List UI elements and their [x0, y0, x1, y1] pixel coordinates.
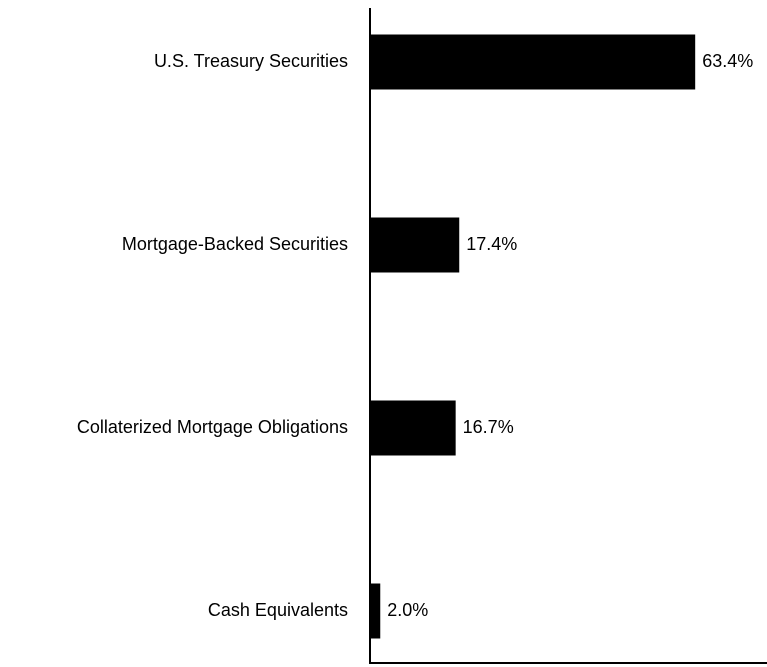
bar [370, 217, 460, 273]
value-label: 17.4% [466, 234, 517, 254]
value-label: 2.0% [387, 600, 428, 620]
category-label: Mortgage-Backed Securities [122, 234, 348, 254]
category-label: Collaterized Mortgage Obligations [77, 417, 348, 437]
value-label: 63.4% [702, 51, 753, 71]
category-label: U.S. Treasury Securities [154, 51, 348, 71]
bar [370, 400, 456, 456]
bar [370, 583, 381, 639]
value-label: 16.7% [463, 417, 514, 437]
category-label: Cash Equivalents [208, 600, 348, 620]
bar [370, 34, 696, 90]
